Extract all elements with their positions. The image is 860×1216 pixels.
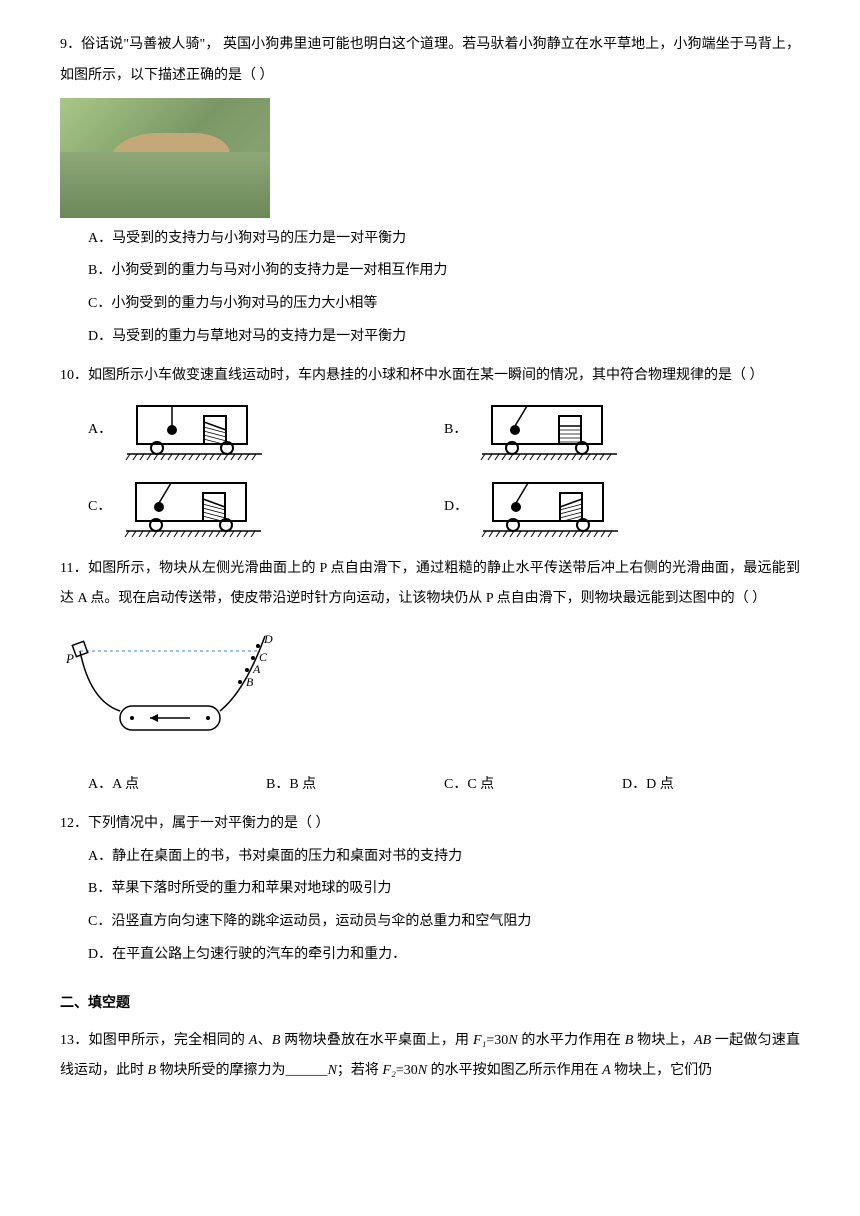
q13-p15: N (328, 1063, 337, 1078)
q13-p11: AB (694, 1033, 711, 1048)
q9-image (60, 98, 270, 218)
q11-text: 11．如图所示，物块从左侧光滑曲面上的 P 点自由滑下，通过粗糙的静止水平传送带… (60, 554, 800, 616)
q13-p18: =30 (396, 1063, 418, 1078)
label-b: B (246, 675, 254, 689)
q13-p13: B (148, 1063, 157, 1078)
q12-opt-a: A．静止在桌面上的书，书对桌面的压力和桌面对书的支持力 (88, 842, 800, 873)
roller-right (206, 716, 210, 720)
cart-diagram-d (478, 475, 628, 540)
q10-item-c: C． (88, 475, 444, 540)
q9-num: 9． (60, 37, 81, 52)
cart-diagram-a (122, 398, 272, 463)
q10-item-d: D． (444, 475, 800, 540)
point-b (238, 680, 242, 684)
point-c (251, 656, 255, 660)
q13-p19: N (418, 1063, 427, 1078)
q13-p14: 物块所受的摩擦力为______ (156, 1063, 328, 1078)
q11-options: A．A 点 B．B 点 C．C 点 D．D 点 (60, 770, 800, 801)
q10-item-a: A． (88, 398, 444, 463)
label-c: C (259, 650, 268, 664)
q10-label-a: A． (88, 415, 112, 446)
question-9: 9．俗话说"马善被人骑"， 英国小狗弗里迪可能也明白这个道理。若马驮着小狗静立在… (60, 30, 800, 353)
q13-p21: A (602, 1063, 611, 1078)
q11-opt-d: D．D 点 (622, 770, 800, 801)
roller-left (130, 716, 134, 720)
q10-text: 10．如图所示小车做变速直线运动时，车内悬挂的小球和杯中水面在某一瞬间的情况，其… (60, 361, 800, 392)
q11-num: 11． (60, 561, 88, 576)
cart-diagram-c (121, 475, 271, 540)
question-11: 11．如图所示，物块从左侧光滑曲面上的 P 点自由滑下，通过粗糙的静止水平传送带… (60, 554, 800, 801)
q13-p6: =30 (486, 1033, 508, 1048)
q13-p2: 、 (257, 1033, 271, 1048)
label-d: D (263, 632, 273, 646)
label-p: P (65, 651, 74, 666)
q10-num: 10． (60, 368, 88, 383)
q13-p22: 物块上，它们仍 (611, 1063, 713, 1078)
q9-opt-b: B．小狗受到的重力与马对小狗的支持力是一对相互作用力 (88, 256, 800, 287)
cart-diagram-b (477, 398, 627, 463)
q13-p20: 的水平按如图乙所示作用在 (427, 1063, 602, 1078)
q9-opt-c: C．小狗受到的重力与小狗对马的压力大小相等 (88, 289, 800, 320)
q12-opt-c: C．沿竖直方向匀速下降的跳伞运动员，运动员与伞的总重力和空气阻力 (88, 907, 800, 938)
q9-body: 俗话说"马善被人骑"， 英国小狗弗里迪可能也明白这个道理。若马驮着小狗静立在水平… (60, 37, 800, 83)
q10-diagrams: A． B． C． D． (60, 392, 800, 546)
q12-text: 12．下列情况中，属于一对平衡力的是（ ） (60, 809, 800, 840)
horse-shape (110, 133, 230, 203)
q13-p8: 的水平力作用在 (518, 1033, 625, 1048)
point-a (245, 668, 249, 672)
q10-item-b: B． (444, 398, 800, 463)
q13-p10: 物块上， (633, 1033, 694, 1048)
q12-num: 12． (60, 816, 88, 831)
q13-p4: 两物块叠放在水平桌面上，用 (280, 1033, 473, 1048)
q9-opt-a: A．马受到的支持力与小狗对马的压力是一对平衡力 (88, 224, 800, 255)
q9-options: A．马受到的支持力与小狗对马的压力是一对平衡力 B．小狗受到的重力与马对小狗的支… (60, 224, 800, 353)
q13-p17: F₂ (382, 1063, 395, 1078)
q13-p5: F₁ (473, 1033, 486, 1048)
q11-diagram: P D C A B (60, 621, 300, 751)
q13-p16: ；若将 (337, 1063, 383, 1078)
q13-p0: 如图甲所示，完全相同的 (88, 1033, 248, 1048)
q9-text: 9．俗话说"马善被人骑"， 英国小狗弗里迪可能也明白这个道理。若马驮着小狗静立在… (60, 30, 800, 92)
q11-opt-c: C．C 点 (444, 770, 622, 801)
question-10: 10．如图所示小车做变速直线运动时，车内悬挂的小球和杯中水面在某一瞬间的情况，其… (60, 361, 800, 546)
q13-text: 13．如图甲所示，完全相同的 A、B 两物块叠放在水平桌面上，用 F₁=30N … (60, 1026, 800, 1088)
q12-opt-b: B．苹果下落时所受的重力和苹果对地球的吸引力 (88, 874, 800, 905)
q11-opt-a: A．A 点 (88, 770, 266, 801)
left-curve (80, 651, 120, 711)
point-d (256, 644, 260, 648)
q10-label-c: C． (88, 492, 111, 523)
q11-opt-b: B．B 点 (266, 770, 444, 801)
question-12: 12．下列情况中，属于一对平衡力的是（ ） A．静止在桌面上的书，书对桌面的压力… (60, 809, 800, 971)
q12-options: A．静止在桌面上的书，书对桌面的压力和桌面对书的支持力 B．苹果下落时所受的重力… (60, 842, 800, 971)
arrow-head (150, 714, 158, 722)
q9-opt-d: D．马受到的重力与草地对马的支持力是一对平衡力 (88, 322, 800, 353)
q13-num: 13． (60, 1033, 88, 1048)
q13-p7: N (508, 1033, 517, 1048)
q10-body: 如图所示小车做变速直线运动时，车内悬挂的小球和杯中水面在某一瞬间的情况，其中符合… (88, 368, 764, 383)
section-2-title: 二、填空题 (60, 989, 800, 1020)
q12-body: 下列情况中，属于一对平衡力的是（ ） (88, 816, 330, 831)
q11-body: 如图所示，物块从左侧光滑曲面上的 P 点自由滑下，通过粗糙的静止水平传送带后冲上… (60, 561, 800, 607)
label-a: A (252, 662, 261, 676)
q10-label-b: B． (444, 415, 467, 446)
q10-label-d: D． (444, 492, 468, 523)
question-13: 13．如图甲所示，完全相同的 A、B 两物块叠放在水平桌面上，用 F₁=30N … (60, 1026, 800, 1088)
q12-opt-d: D．在平直公路上匀速行驶的汽车的牵引力和重力． (88, 940, 800, 971)
